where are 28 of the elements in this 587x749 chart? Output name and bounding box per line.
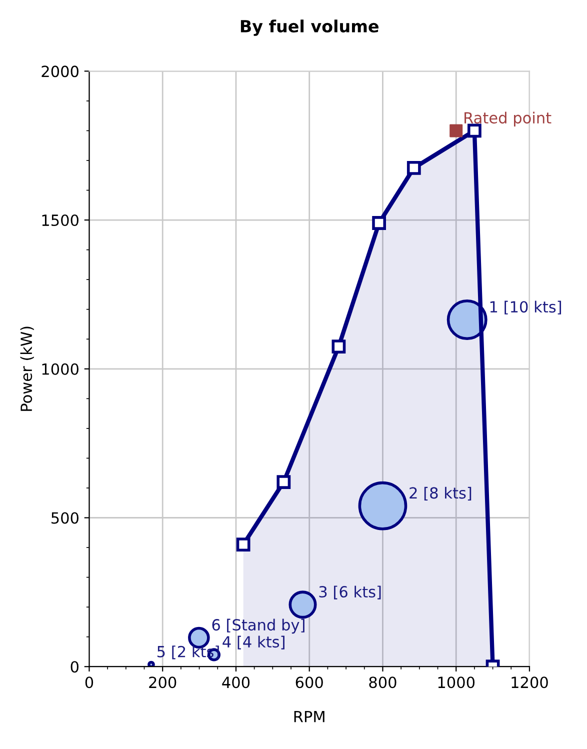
x-tick-label: 1000 xyxy=(438,676,475,688)
chart-title: By fuel volume xyxy=(240,20,378,36)
point xyxy=(236,538,250,552)
y-tick-label: 1500 xyxy=(42,214,78,226)
x-tick-label: 600 xyxy=(296,676,323,688)
annotation: 4 [4 kts] xyxy=(222,636,284,650)
y-tick-label: 0 xyxy=(70,661,78,673)
x-tick-label: 400 xyxy=(222,676,250,688)
y-tick-label: 500 xyxy=(52,512,78,524)
x-tick-label: 800 xyxy=(369,676,396,688)
x-tick-label: 200 xyxy=(149,676,176,688)
x-axis-title: RPM xyxy=(294,711,324,722)
point xyxy=(406,160,421,175)
point xyxy=(467,124,482,138)
point xyxy=(372,216,386,230)
y-tick-label: 1000 xyxy=(42,363,78,375)
y-tick-label: 2000 xyxy=(42,66,78,78)
point xyxy=(332,340,346,354)
annotation: 2 [8 kts] xyxy=(410,486,472,501)
annotation: 6 [Stand by] xyxy=(212,618,304,634)
point xyxy=(276,475,291,489)
annotation: Rated point xyxy=(464,112,552,127)
annotation: 1 [10 kts] xyxy=(490,300,562,314)
x-tick-label: 0 xyxy=(85,676,94,688)
y-axis-title: Power (kW) xyxy=(20,326,34,411)
x-tick-label: 1200 xyxy=(512,676,548,688)
annotation: 3 [6 kts] xyxy=(319,586,381,600)
point xyxy=(450,124,463,138)
